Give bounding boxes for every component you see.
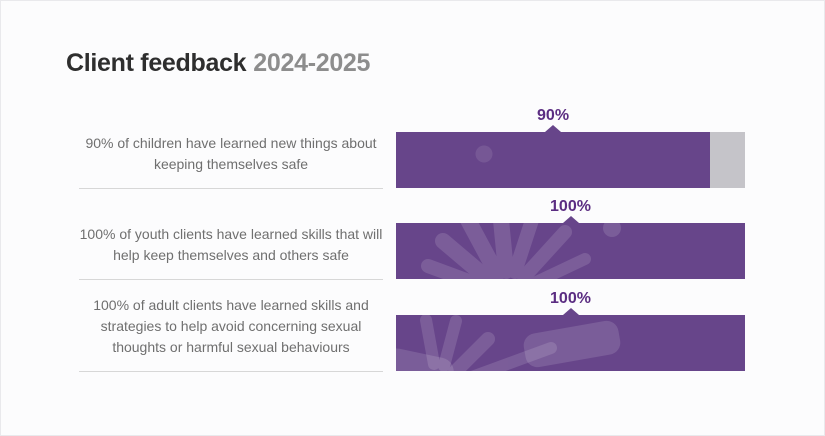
bar-track <box>396 315 745 371</box>
pointer-triangle-icon <box>545 125 562 132</box>
label-divider <box>79 371 383 372</box>
label-divider <box>79 188 383 189</box>
bar-cell: 90% <box>396 107 745 188</box>
page-title: Client feedback 2024-2025 <box>66 49 370 78</box>
label-divider <box>79 279 383 280</box>
value-wrap: 90% <box>396 107 710 132</box>
value-label: 100% <box>550 290 591 307</box>
bar-cell: 100% <box>396 290 745 371</box>
bar-fill <box>396 132 711 188</box>
row-label: 100% of youth clients have learned skill… <box>79 226 383 263</box>
sunburst-decoration <box>421 223 621 279</box>
value-wrap: 100% <box>396 290 745 315</box>
dot-decoration <box>475 145 493 163</box>
bar-cell: 100% <box>396 198 745 279</box>
bar-track <box>396 132 745 188</box>
page-title-period: 2024-2025 <box>253 49 371 77</box>
row-label: 90% of children have learned new things … <box>85 135 377 172</box>
value-label: 100% <box>550 198 591 215</box>
pointer-triangle-icon <box>562 216 579 223</box>
sunburst-decoration <box>396 315 621 371</box>
page-title-main: Client feedback <box>66 49 247 77</box>
value-wrap: 100% <box>396 198 745 223</box>
bar-track <box>396 223 745 279</box>
row-label: 100% of adult clients have learned skill… <box>93 297 369 355</box>
bar-fill <box>396 223 745 279</box>
pointer-triangle-icon <box>562 308 579 315</box>
bar-fill <box>396 315 745 371</box>
value-label: 90% <box>537 107 570 124</box>
